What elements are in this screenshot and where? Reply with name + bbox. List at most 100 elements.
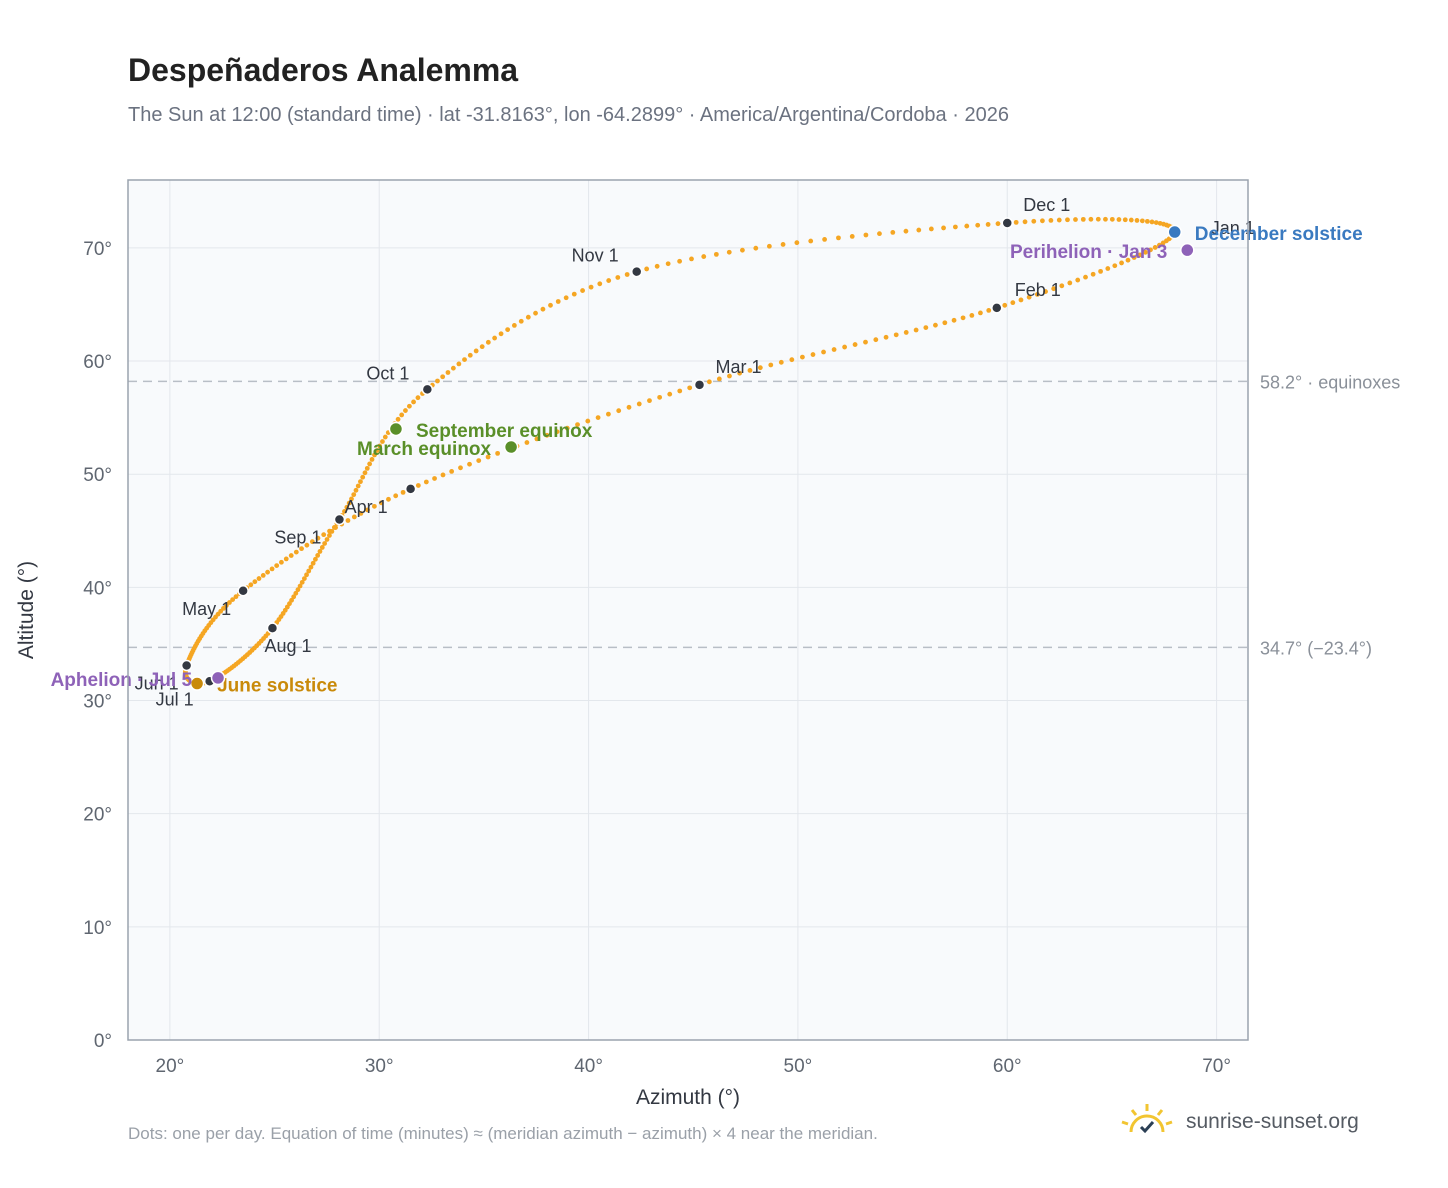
daily-dot bbox=[626, 404, 632, 410]
daily-dot bbox=[942, 320, 948, 326]
daily-dot bbox=[1098, 268, 1103, 274]
month-dot bbox=[180, 659, 193, 672]
event-dot bbox=[210, 670, 226, 686]
event-dot bbox=[1180, 242, 1195, 258]
daily-dot bbox=[544, 432, 550, 438]
daily-dot bbox=[321, 532, 327, 538]
daily-dot bbox=[800, 354, 805, 360]
daily-dot bbox=[1040, 218, 1045, 224]
daily-dot bbox=[279, 559, 284, 565]
daily-dot bbox=[1067, 280, 1073, 286]
daily-dot bbox=[893, 332, 899, 338]
daily-dot bbox=[1109, 216, 1115, 222]
daily-dot bbox=[406, 403, 412, 409]
daily-dot bbox=[933, 322, 938, 328]
month-label: May 1 bbox=[182, 599, 231, 619]
event-label: March equinox bbox=[357, 439, 492, 460]
y-tick-label: 0° bbox=[94, 1031, 112, 1052]
daily-dot bbox=[842, 344, 848, 350]
daily-dot bbox=[473, 348, 479, 354]
daily-dot bbox=[706, 379, 712, 385]
daily-dot bbox=[458, 465, 463, 471]
daily-dot bbox=[309, 539, 315, 545]
daily-dot bbox=[377, 443, 383, 449]
daily-dot bbox=[747, 368, 753, 373]
daily-dot bbox=[1144, 218, 1150, 224]
daily-dot bbox=[923, 325, 929, 330]
y-tick-label: 50° bbox=[83, 465, 112, 486]
daily-dot bbox=[274, 563, 280, 569]
daily-dot bbox=[1105, 266, 1111, 271]
event-label: Aphelion · Jul 5 bbox=[51, 670, 193, 691]
daily-dot bbox=[248, 582, 254, 588]
footnote: Dots: one per day. Equation of time (min… bbox=[128, 1124, 878, 1143]
daily-dot bbox=[789, 357, 795, 363]
daily-dot bbox=[778, 359, 784, 365]
x-tick-label: 50° bbox=[784, 1056, 813, 1077]
daily-dot bbox=[657, 394, 663, 400]
daily-dot bbox=[831, 347, 837, 352]
daily-dot bbox=[1125, 257, 1131, 263]
daily-dot bbox=[1065, 217, 1070, 223]
daily-dot bbox=[485, 454, 491, 460]
daily-dot bbox=[916, 227, 922, 233]
daily-dot bbox=[265, 569, 270, 575]
event-label: June solstice bbox=[217, 676, 337, 697]
daily-dot bbox=[1131, 255, 1137, 260]
brand[interactable]: sunrise-sunset.org bbox=[1120, 1102, 1359, 1141]
daily-dot bbox=[367, 461, 373, 467]
daily-dot bbox=[727, 373, 732, 379]
daily-dot bbox=[647, 398, 652, 404]
daily-dot bbox=[1153, 220, 1159, 226]
daily-dot bbox=[595, 415, 601, 420]
month-label: Jul 1 bbox=[156, 689, 194, 709]
month-label: Mar 1 bbox=[716, 357, 762, 377]
daily-dot bbox=[1152, 245, 1158, 250]
daily-dot bbox=[588, 284, 594, 290]
daily-dot bbox=[995, 221, 1001, 227]
month-label: Dec 1 bbox=[1023, 195, 1070, 215]
daily-dot bbox=[252, 579, 258, 585]
daily-dot bbox=[505, 327, 511, 332]
daily-dot bbox=[1051, 286, 1057, 292]
x-tick-label: 20° bbox=[156, 1056, 185, 1077]
daily-dot bbox=[297, 583, 303, 589]
daily-dot bbox=[345, 518, 351, 523]
y-tick-label: 70° bbox=[83, 239, 112, 260]
daily-dot bbox=[399, 412, 405, 418]
daily-dot bbox=[964, 223, 970, 229]
daily-dot bbox=[548, 302, 553, 308]
daily-dot bbox=[941, 225, 946, 231]
month-dot bbox=[1001, 217, 1014, 229]
daily-dot bbox=[304, 542, 310, 548]
brand-name[interactable]: sunrise-sunset.org bbox=[1186, 1109, 1359, 1133]
daily-dot bbox=[315, 552, 321, 558]
daily-dot bbox=[449, 468, 455, 474]
month-dot bbox=[630, 265, 643, 278]
daily-dot bbox=[380, 439, 385, 444]
daily-dot bbox=[351, 514, 357, 520]
event-label: December solstice bbox=[1195, 224, 1363, 245]
event-dot bbox=[1167, 224, 1182, 240]
daily-dot bbox=[327, 533, 332, 538]
daily-dot bbox=[580, 288, 585, 293]
daily-dot bbox=[440, 472, 446, 478]
plot-area bbox=[128, 180, 1248, 1040]
daily-dot bbox=[301, 576, 307, 581]
daily-dot bbox=[890, 229, 896, 235]
x-tick-label: 70° bbox=[1202, 1056, 1231, 1077]
daily-dot bbox=[256, 576, 262, 581]
daily-dot bbox=[985, 222, 991, 227]
daily-dot bbox=[667, 391, 673, 397]
month-label: Jun 1 bbox=[135, 673, 179, 693]
daily-dot bbox=[415, 483, 421, 488]
daily-dot bbox=[322, 541, 328, 546]
daily-dot bbox=[616, 408, 622, 414]
daily-dot bbox=[365, 507, 370, 513]
daily-dot bbox=[230, 597, 236, 602]
event-label: Perihelion · Jan 3 bbox=[1010, 242, 1167, 263]
daily-dot bbox=[1137, 252, 1143, 258]
daily-dot bbox=[310, 560, 316, 566]
daily-dot bbox=[1143, 249, 1148, 255]
